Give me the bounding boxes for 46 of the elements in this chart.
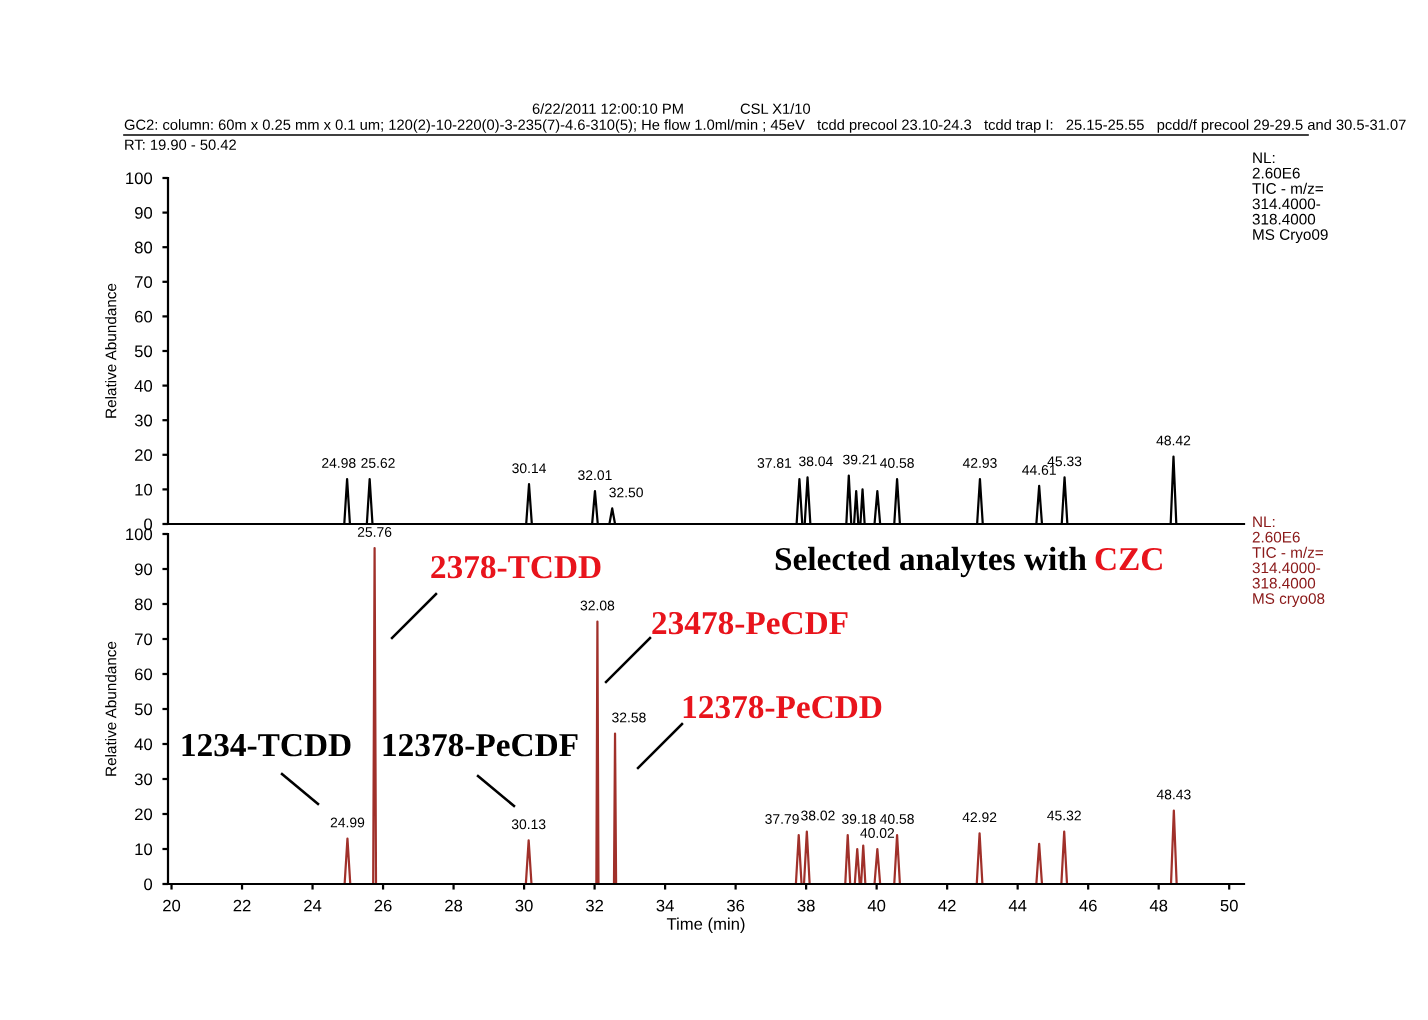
- y-tick-label: 90: [134, 207, 153, 219]
- y-tick-label: 20: [135, 449, 153, 461]
- y-tick-label: 50: [134, 345, 153, 358]
- y-tick-label: 40: [134, 738, 153, 751]
- y-tick-label: 30: [134, 414, 153, 427]
- annotation: 12378-PeCDD: [683, 695, 882, 719]
- y-tick-label: 40: [134, 380, 153, 392]
- y-tick-label: 20: [135, 808, 153, 821]
- annotation: 23478-PeCDF: [652, 611, 848, 635]
- x-tick-label: 24: [304, 899, 322, 912]
- y-tick-label: 0: [144, 878, 153, 891]
- y-tick-label: 80: [134, 241, 153, 254]
- y-tick-label: 60: [135, 668, 153, 681]
- y-tick-label: 70: [135, 633, 153, 646]
- x-tick-label: 28: [445, 899, 463, 912]
- y-tick-label: 90: [134, 563, 153, 576]
- x-tick-label: 40: [867, 899, 886, 912]
- y-tick-label: 70: [135, 276, 153, 288]
- x-tick-label: 36: [726, 899, 745, 912]
- y-tick-label: 60: [135, 310, 153, 323]
- y-tick-label: 10: [135, 843, 153, 856]
- x-tick-label: 50: [1220, 899, 1238, 912]
- annotation: 1234-TCDD: [182, 733, 351, 757]
- x-tick-label: 20: [163, 899, 181, 912]
- annotation: 2378-TCDD: [431, 555, 601, 579]
- y-tick-label: 30: [134, 773, 153, 786]
- x-tick-label: 38: [797, 899, 815, 912]
- x-tick-label: 44: [1008, 899, 1027, 912]
- y-tick-label: 100: [126, 172, 153, 185]
- y-tick-label: 100: [126, 528, 153, 541]
- x-tick-label: 32: [585, 899, 604, 912]
- x-tick-label: 42: [938, 899, 956, 912]
- annotation: 12378-PeCDF: [383, 733, 578, 757]
- y-tick-label: 50: [134, 703, 153, 716]
- x-tick-label: 34: [656, 899, 674, 912]
- y-tick-label: 0: [144, 518, 153, 531]
- y-tick-label: 80: [134, 598, 153, 611]
- x-tick-label: 30: [515, 899, 533, 912]
- x-tick-label: 22: [233, 899, 251, 912]
- x-tick-label: 46: [1079, 899, 1097, 912]
- annotation: CZC: [1095, 547, 1162, 571]
- y-tick-label: 10: [135, 483, 153, 496]
- annotation: Selected analytes with: [775, 546, 1087, 578]
- x-axis-title: Time (min): [666, 917, 745, 934]
- x-tick-label: 26: [374, 899, 392, 912]
- x-tick-label: 48: [1149, 899, 1168, 912]
